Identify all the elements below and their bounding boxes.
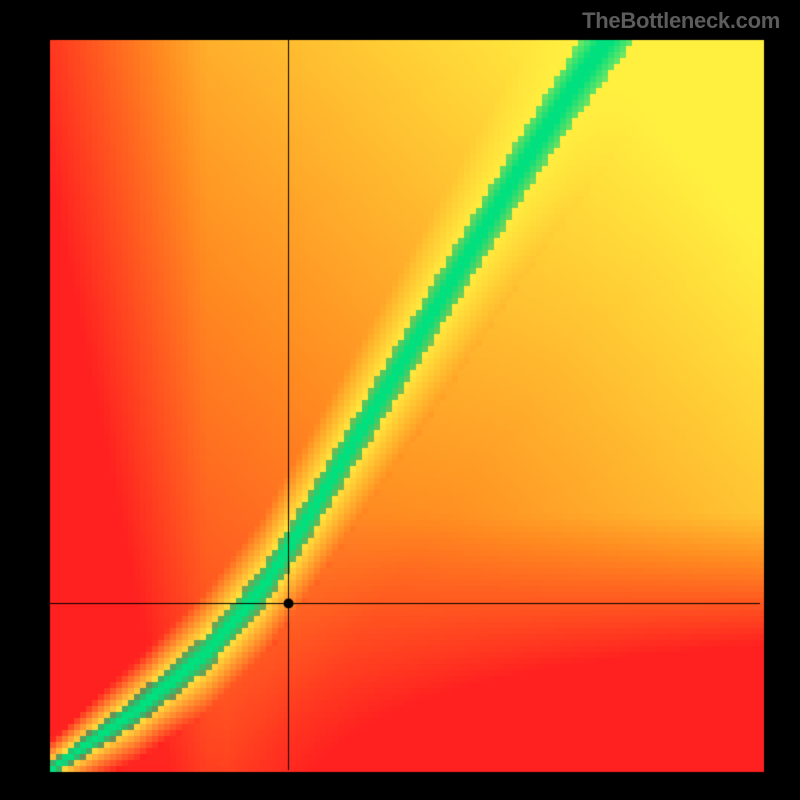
watermark-text: TheBottleneck.com [582,8,780,34]
chart-container: TheBottleneck.com [0,0,800,800]
bottleneck-heatmap [0,0,800,800]
